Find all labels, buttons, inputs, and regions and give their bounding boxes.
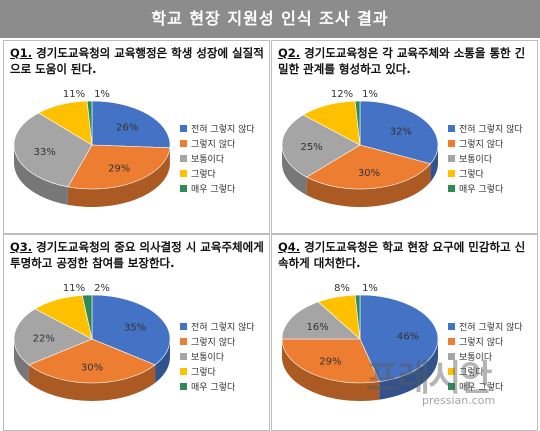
legend-item-매우-그렇다: 매우 그렇다: [448, 183, 523, 198]
legend-label: 전혀 그렇지 않다: [459, 323, 523, 333]
question-title: 경기도교육청의 교육행정은 학생 성장에 실질적으로 도움이 된다.: [10, 46, 264, 76]
pie-chart: 32% 30% 25% 12% 1%: [272, 85, 450, 220]
legend-item-전혀-그렇지-않다: 전혀 그렇지 않다: [448, 123, 523, 138]
legend-label: 그렇지 않다: [191, 140, 235, 150]
data-label-전혀-그렇지-않다: 32%: [390, 126, 412, 137]
data-label-보통이다: 33%: [34, 147, 56, 158]
question-text: Q2. 경기도교육청은 각 교육주체와 소통을 통한 긴밀한 관계를 형성하고 …: [278, 45, 533, 77]
question-number: Q2.: [278, 46, 300, 60]
legend-label: 그렇지 않다: [459, 140, 503, 150]
question-title: 경기도교육청은 학교 현장 요구에 민감하고 신속하게 대처한다.: [278, 240, 525, 270]
data-label-매우-그렇다: 1%: [94, 89, 110, 100]
legend-label: 그렇다: [191, 170, 216, 180]
legend-item-그렇다: 그렇다: [448, 168, 523, 183]
legend-label: 그렇지 않다: [191, 338, 235, 348]
legend-swatch: [448, 170, 455, 177]
data-label-매우-그렇다: 2%: [94, 283, 110, 294]
question-title: 경기도교육청의 중요 의사결정 시 교육주체에게 투명하고 공정한 참여를 보장…: [10, 240, 264, 270]
legend-swatch: [448, 338, 455, 345]
question-text: Q1. 경기도교육청의 교육행정은 학생 성장에 실질적으로 도움이 된다.: [10, 45, 265, 77]
chart-panel-q1: Q1. 경기도교육청의 교육행정은 학생 성장에 실질적으로 도움이 된다. 2…: [3, 40, 270, 234]
legend-swatch: [448, 323, 455, 330]
legend-item-전혀-그렇지-않다: 전혀 그렇지 않다: [448, 321, 523, 336]
question-text: Q4. 경기도교육청은 학교 현장 요구에 민감하고 신속하게 대처한다.: [278, 239, 533, 271]
watermark-url: pressian.com: [422, 394, 536, 407]
legend-label: 전혀 그렇지 않다: [191, 125, 255, 135]
title-bar: 학교 현장 지원성 인식 조사 결과: [0, 0, 540, 38]
legend-swatch: [180, 338, 187, 345]
legend-item-그렇지-않다: 그렇지 않다: [180, 138, 255, 153]
legend-swatch: [448, 185, 455, 192]
data-label-보통이다: 16%: [307, 322, 329, 333]
legend-item-보통이다: 보통이다: [180, 153, 255, 168]
legend-item-매우-그렇다: 매우 그렇다: [180, 183, 255, 198]
legend-label: 보통이다: [459, 155, 492, 165]
chart-panel-q2: Q2. 경기도교육청은 각 교육주체와 소통을 통한 긴밀한 관계를 형성하고 …: [271, 40, 538, 234]
data-label-그렇지-않다: 30%: [81, 362, 103, 373]
legend-swatch: [180, 353, 187, 360]
data-label-전혀-그렇지-않다: 46%: [397, 332, 419, 343]
legend-swatch: [448, 155, 455, 162]
data-label-전혀-그렇지-않다: 26%: [116, 122, 138, 133]
legend-label: 보통이다: [191, 155, 224, 165]
legend-swatch: [180, 140, 187, 147]
legend-label: 매우 그렇다: [191, 185, 235, 195]
legend-swatch: [180, 155, 187, 162]
legend-item-전혀-그렇지-않다: 전혀 그렇지 않다: [180, 321, 255, 336]
legend-label: 그렇다: [459, 170, 484, 180]
legend-item-보통이다: 보통이다: [180, 351, 255, 366]
legend-swatch: [448, 140, 455, 147]
legend-item-매우-그렇다: 매우 그렇다: [180, 381, 255, 396]
watermark-logo: 프레시안 pressian.com: [366, 358, 536, 407]
legend-swatch: [180, 323, 187, 330]
legend-label: 전혀 그렇지 않다: [191, 323, 255, 333]
legend-swatch: [180, 125, 187, 132]
legend-item-그렇지-않다: 그렇지 않다: [180, 336, 255, 351]
legend-label: 매우 그렇다: [191, 383, 235, 393]
legend-swatch: [180, 383, 187, 390]
data-label-그렇지-않다: 30%: [358, 168, 380, 179]
legend-label: 그렇지 않다: [459, 338, 503, 348]
pie-chart: 35% 30% 22% 11% 2%: [4, 279, 182, 414]
data-label-보통이다: 22%: [33, 333, 55, 344]
legend-item-전혀-그렇지-않다: 전혀 그렇지 않다: [180, 123, 255, 138]
question-number: Q4.: [278, 240, 300, 254]
legend-item-그렇지-않다: 그렇지 않다: [448, 336, 523, 351]
data-label-그렇다: 11%: [63, 283, 85, 294]
data-label-전혀-그렇지-않다: 35%: [124, 323, 146, 334]
data-label-매우-그렇다: 1%: [362, 89, 378, 100]
question-title: 경기도교육청은 각 교육주체와 소통을 통한 긴밀한 관계를 형성하고 있다.: [278, 46, 525, 76]
legend-label: 매우 그렇다: [459, 185, 503, 195]
page-title: 학교 현장 지원성 인식 조사 결과: [0, 0, 540, 38]
legend-item-보통이다: 보통이다: [448, 153, 523, 168]
data-label-그렇다: 8%: [334, 283, 350, 294]
legend-swatch: [180, 170, 187, 177]
legend-item-그렇다: 그렇다: [180, 366, 255, 381]
legend-swatch: [448, 125, 455, 132]
question-text: Q3. 경기도교육청의 중요 의사결정 시 교육주체에게 투명하고 공정한 참여…: [10, 239, 265, 271]
legend-label: 그렇다: [191, 368, 216, 378]
data-label-그렇다: 11%: [63, 89, 85, 100]
legend-label: 보통이다: [191, 353, 224, 363]
data-label-매우-그렇다: 1%: [362, 283, 378, 294]
data-label-그렇지-않다: 29%: [319, 357, 341, 368]
legend-item-그렇지-않다: 그렇지 않다: [448, 138, 523, 153]
legend-swatch: [180, 368, 187, 375]
chart-panel-q3: Q3. 경기도교육청의 중요 의사결정 시 교육주체에게 투명하고 공정한 참여…: [3, 234, 270, 431]
legend-label: 전혀 그렇지 않다: [459, 125, 523, 135]
question-number: Q3.: [10, 240, 32, 254]
data-label-그렇다: 12%: [331, 89, 353, 100]
legend-item-그렇다: 그렇다: [180, 168, 255, 183]
legend-swatch: [180, 185, 187, 192]
pie-chart: 26% 29% 33% 11% 1%: [4, 85, 182, 220]
data-label-보통이다: 25%: [301, 142, 323, 153]
data-label-그렇지-않다: 29%: [108, 164, 130, 175]
question-number: Q1.: [10, 46, 32, 60]
